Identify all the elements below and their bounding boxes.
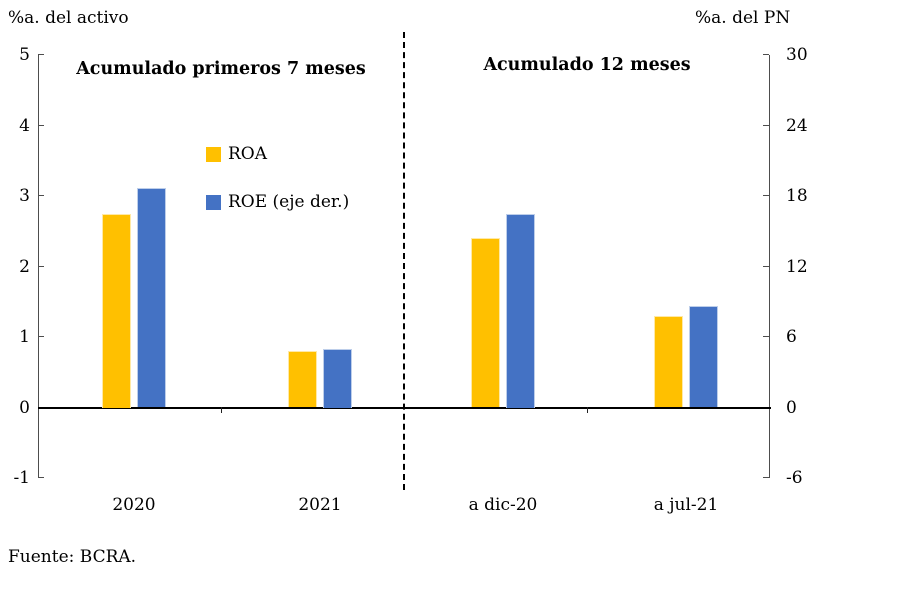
legend-label-roa: ROA bbox=[228, 144, 268, 164]
bar-roa-a-jul-21 bbox=[654, 315, 683, 408]
legend-item-roa: ROA bbox=[206, 144, 267, 164]
right-axis-tick-label: 30 bbox=[786, 45, 808, 65]
right-axis-tick-label: 18 bbox=[786, 186, 808, 206]
category-label: a dic-20 bbox=[468, 495, 538, 515]
right-axis-tick bbox=[763, 336, 769, 338]
legend-label-roe: ROE (eje der.) bbox=[228, 192, 350, 212]
right-axis-tick bbox=[763, 54, 769, 56]
bar-roe-a-jul-21 bbox=[689, 306, 718, 408]
right-axis-tick bbox=[763, 195, 769, 197]
category-label: 2021 bbox=[298, 495, 342, 515]
left-axis-tick-label: 5 bbox=[19, 45, 30, 65]
category-label: a jul-21 bbox=[653, 495, 719, 515]
left-axis-tick bbox=[37, 195, 44, 197]
right-axis-tick-label: 6 bbox=[786, 327, 797, 347]
right-axis-tick bbox=[763, 265, 769, 267]
bar-roe-a-dic-20 bbox=[506, 213, 535, 408]
panel-title-7-meses: Acumulado primeros 7 meses bbox=[76, 59, 366, 79]
right-axis-tick-label: 12 bbox=[786, 256, 808, 277]
left-axis-tick bbox=[37, 265, 44, 267]
right-axis-tick-label: -6 bbox=[786, 468, 803, 488]
bar-roa-2020 bbox=[102, 213, 131, 408]
roa-swatch-icon bbox=[206, 146, 221, 162]
bar-roe-2021 bbox=[323, 348, 352, 408]
left-axis-tick-label: 1 bbox=[19, 327, 30, 347]
category-axis-tick bbox=[221, 407, 222, 413]
right-axis-title: %a. del PN bbox=[695, 8, 791, 28]
left-axis-tick-label: 0 bbox=[19, 397, 30, 418]
category-label: 2020 bbox=[112, 495, 156, 515]
legend-item-roe: ROE (eje der.) bbox=[206, 192, 349, 212]
bar-roa-a-dic-20 bbox=[471, 238, 500, 408]
left-axis-tick-label: 3 bbox=[19, 186, 30, 206]
panel-title-12-meses: Acumulado 12 meses bbox=[483, 55, 691, 75]
panel-divider-dashed-line bbox=[402, 32, 405, 490]
roe-swatch-icon bbox=[206, 194, 221, 210]
bar-roa-2021 bbox=[288, 351, 317, 408]
right-axis-line bbox=[769, 55, 770, 478]
left-axis-tick-label: 2 bbox=[19, 256, 30, 277]
left-axis-tick-label: 4 bbox=[19, 115, 30, 136]
right-axis-tick-label: 0 bbox=[786, 397, 797, 418]
right-axis-tick bbox=[763, 124, 769, 126]
left-axis-tick bbox=[37, 477, 44, 479]
left-axis-title: %a. del activo bbox=[8, 8, 129, 28]
left-axis-tick bbox=[37, 54, 44, 56]
left-axis-tick bbox=[37, 336, 44, 338]
right-axis-tick bbox=[763, 477, 769, 479]
bar-roe-2020 bbox=[137, 187, 166, 408]
right-axis-tick-label: 24 bbox=[786, 115, 808, 136]
left-axis-tick-label: -1 bbox=[13, 468, 30, 488]
category-axis-tick bbox=[587, 407, 588, 413]
source-note: Fuente: BCRA. bbox=[8, 547, 137, 567]
left-axis-tick bbox=[37, 124, 44, 126]
